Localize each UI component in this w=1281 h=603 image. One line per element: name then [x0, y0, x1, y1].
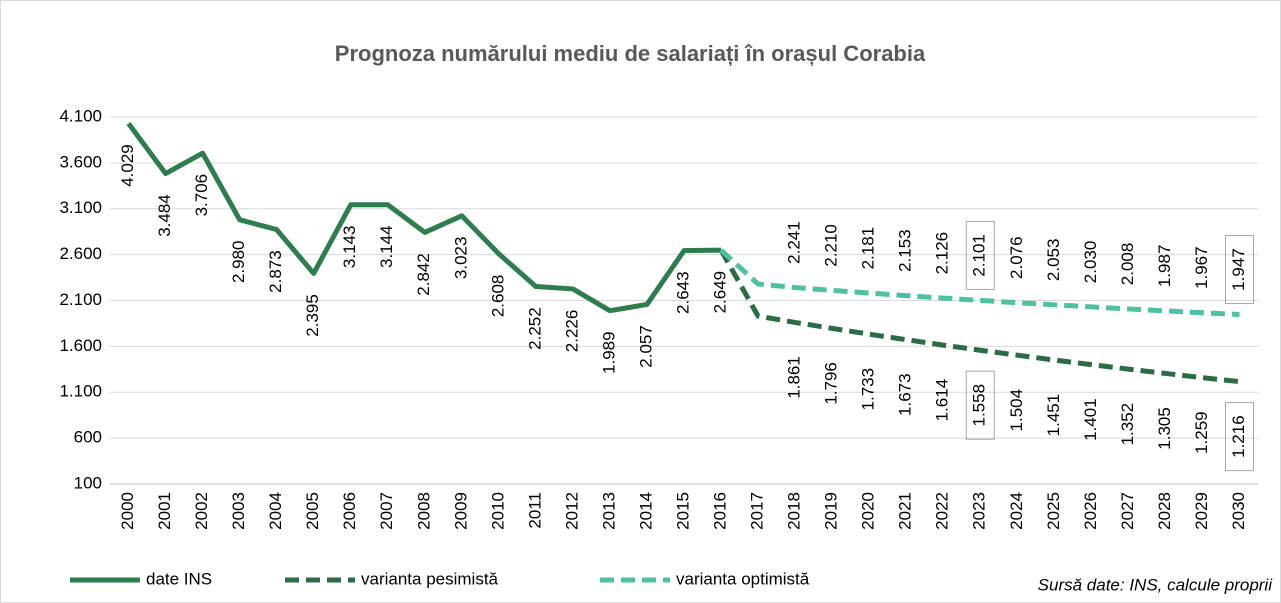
- x-tick-label: 2014: [636, 492, 655, 530]
- data-label: 1.796: [822, 362, 841, 405]
- series-line: [126, 122, 722, 314]
- data-label: 2.126: [933, 232, 952, 275]
- label-box: [965, 370, 995, 440]
- x-tick-label: 2005: [303, 492, 322, 530]
- data-label: 1.673: [896, 373, 915, 416]
- data-label: 3.484: [155, 194, 174, 237]
- x-tick-label: 2008: [414, 492, 433, 530]
- data-label: 1.614: [933, 379, 952, 422]
- x-tick-label: 2004: [266, 492, 285, 530]
- data-label: 1.216: [1229, 415, 1248, 458]
- x-tick-label: 2021: [896, 492, 915, 530]
- series-line: [718, 248, 1240, 385]
- data-label: 1.987: [1155, 245, 1174, 288]
- y-tick-label: 3.100: [59, 198, 102, 217]
- x-tick-label: 2029: [1192, 492, 1211, 530]
- x-tick-label: 2022: [933, 492, 952, 530]
- data-label: 1.947: [1229, 248, 1248, 291]
- x-tick-label: 2020: [859, 492, 878, 530]
- y-tick-label: 4.100: [59, 106, 102, 125]
- x-tick-label: 2003: [229, 492, 248, 530]
- y-tick-label: 100: [74, 473, 102, 492]
- data-label: 1.259: [1192, 411, 1211, 454]
- data-label: 2.842: [414, 253, 433, 296]
- x-tick-label: 2001: [155, 492, 174, 530]
- x-tick-label: 2000: [118, 492, 137, 530]
- label-box: [965, 220, 995, 290]
- data-label: 1.451: [1044, 394, 1063, 437]
- x-tick-label: 2023: [970, 492, 989, 530]
- data-label: 2.057: [636, 325, 655, 368]
- x-tick-label: 2025: [1044, 492, 1063, 530]
- data-label: 2.101: [970, 234, 989, 277]
- data-label: 1.733: [859, 368, 878, 411]
- source-note: Sursă date: INS, calcule proprii: [1038, 575, 1274, 594]
- data-label: 2.873: [266, 250, 285, 293]
- y-tick-label: 1.100: [59, 382, 102, 401]
- x-tick-label: 2019: [822, 492, 841, 530]
- data-label: 2.241: [785, 221, 804, 264]
- x-tick-label: 2017: [748, 492, 767, 530]
- x-tick-label: 2010: [488, 492, 507, 530]
- x-tick-label: 2030: [1229, 492, 1248, 530]
- data-label: 2.643: [673, 271, 692, 314]
- data-label: 2.395: [303, 294, 322, 337]
- data-label: 2.252: [525, 307, 544, 350]
- data-label: 2.008: [1118, 243, 1137, 286]
- label-box: [1224, 235, 1254, 305]
- data-label: 1.861: [785, 356, 804, 399]
- y-tick-label: 1.600: [59, 336, 102, 355]
- data-label: 3.023: [451, 237, 470, 280]
- legend-label: varianta optimistă: [676, 569, 810, 588]
- y-tick-label: 2.100: [59, 290, 102, 309]
- x-tick-label: 2011: [525, 492, 544, 529]
- x-tick-label: 2013: [599, 492, 618, 530]
- data-label: 2.053: [1044, 239, 1063, 282]
- x-tick-label: 2028: [1155, 492, 1174, 530]
- x-tick-label: 2007: [377, 492, 396, 530]
- data-label: 1.401: [1081, 398, 1100, 441]
- data-label: 2.210: [822, 224, 841, 267]
- data-label: 2.030: [1081, 241, 1100, 284]
- x-tick-label: 2024: [1007, 492, 1026, 530]
- data-label: 2.076: [1007, 236, 1026, 279]
- data-label: 2.153: [896, 229, 915, 272]
- x-tick-label: 2002: [192, 492, 211, 530]
- data-label: 2.181: [859, 227, 878, 270]
- chart-title: Prognoza numărului mediu de salariați în…: [335, 41, 926, 66]
- x-tick-label: 2018: [785, 492, 804, 530]
- data-label: 1.305: [1155, 407, 1174, 450]
- y-tick-label: 600: [74, 428, 102, 447]
- legend-label: date INS: [146, 569, 212, 588]
- y-tick-label: 3.600: [59, 152, 102, 171]
- x-tick-label: 2016: [711, 492, 730, 530]
- legend-label: varianta pesimistă: [361, 569, 499, 588]
- data-label: 1.989: [599, 331, 618, 374]
- data-label: 3.143: [340, 226, 359, 269]
- data-label: 3.706: [192, 174, 211, 217]
- x-tick-label: 2006: [340, 492, 359, 530]
- x-tick-label: 2026: [1081, 492, 1100, 530]
- x-tick-label: 2027: [1118, 492, 1137, 530]
- data-label: 1.352: [1118, 403, 1137, 446]
- x-tick-label: 2012: [562, 492, 581, 530]
- data-label: 2.608: [488, 275, 507, 318]
- data-label: 2.226: [562, 310, 581, 353]
- y-tick-label: 2.600: [59, 244, 102, 263]
- x-tick-label: 2009: [451, 492, 470, 530]
- data-label: 1.558: [970, 384, 989, 427]
- series-line: [719, 248, 1240, 318]
- data-label: 1.504: [1007, 389, 1026, 432]
- label-box: [1224, 402, 1254, 472]
- data-label: 2.980: [229, 240, 248, 283]
- data-label: 1.967: [1192, 246, 1211, 289]
- data-label: 3.144: [377, 225, 396, 268]
- data-label: 2.649: [711, 271, 730, 314]
- data-label: 4.029: [118, 144, 137, 187]
- x-tick-label: 2015: [673, 492, 692, 530]
